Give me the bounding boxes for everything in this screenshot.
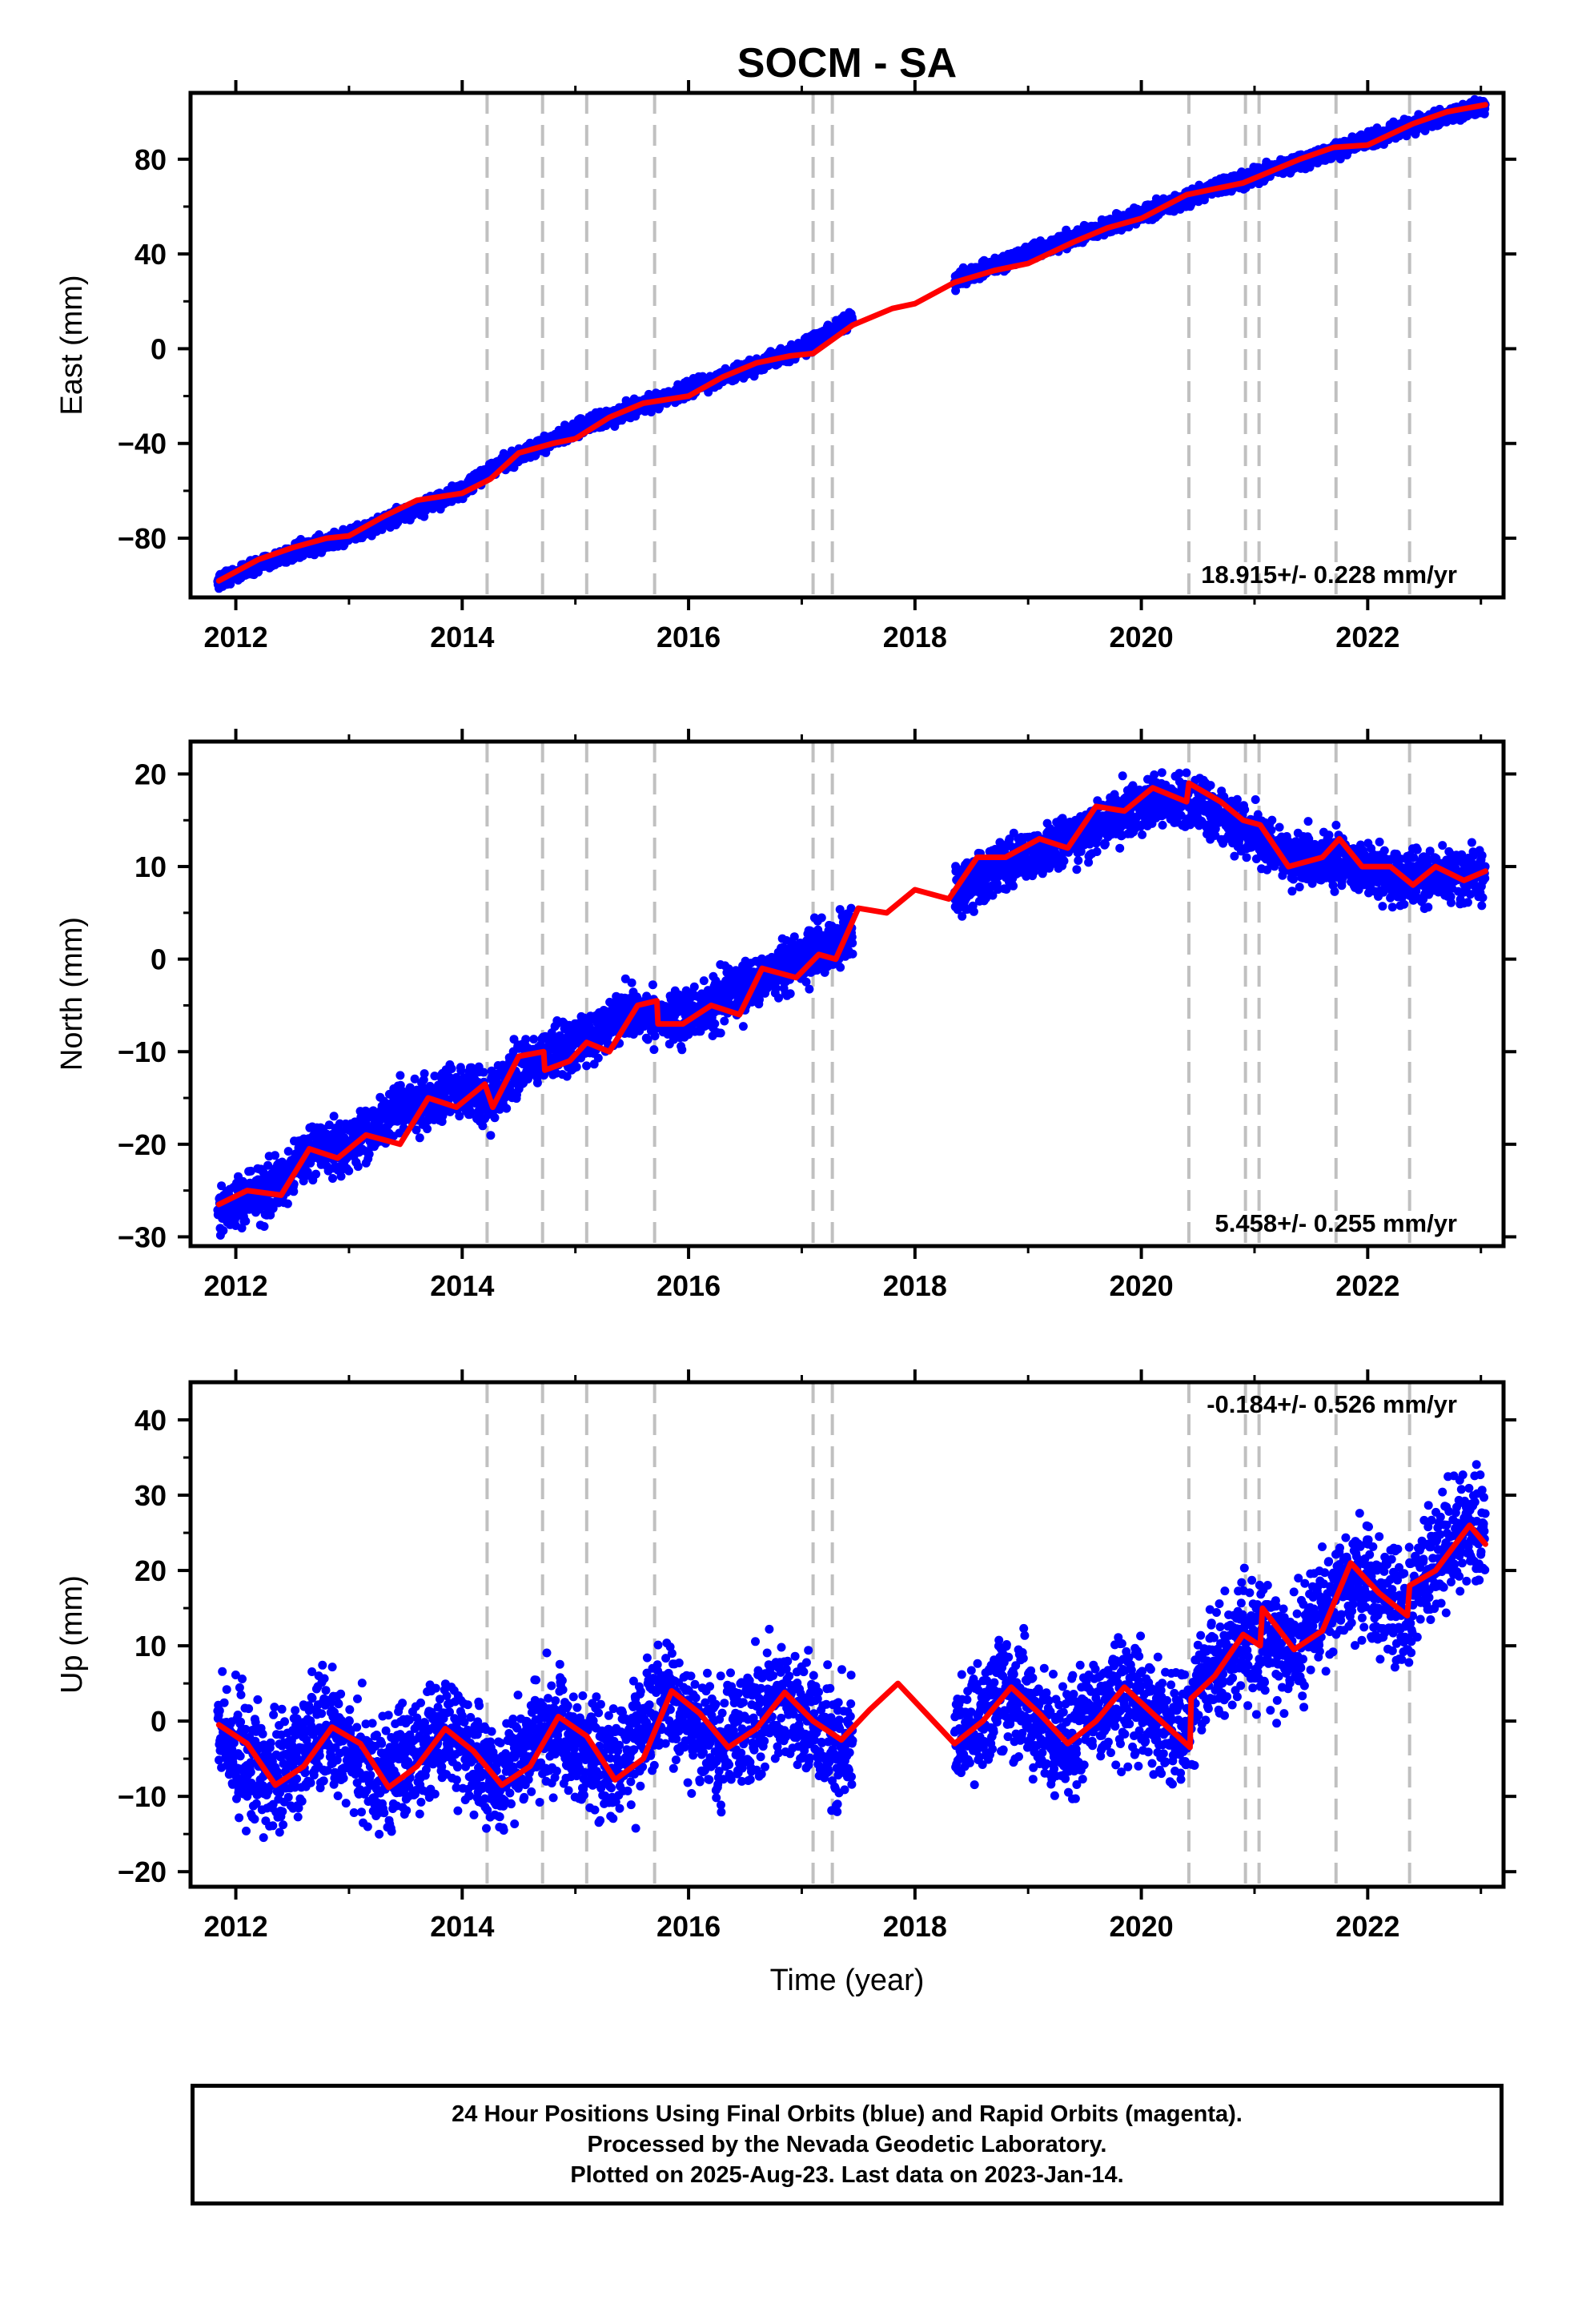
data-point: [311, 1169, 321, 1179]
data-point: [271, 1151, 279, 1160]
data-point: [423, 1124, 432, 1134]
data-point: [364, 1149, 374, 1159]
x-tick-label: 2018: [883, 621, 947, 653]
panel-frame-east: [188, 90, 1506, 600]
y-tick-label: 0: [151, 332, 167, 365]
data-point: [420, 1069, 429, 1079]
data-point: [479, 1068, 488, 1077]
data-point: [328, 1174, 337, 1183]
data-point: [486, 1131, 496, 1140]
data-points-east: [213, 94, 1490, 593]
data-point: [283, 1147, 293, 1156]
data-point: [529, 1035, 539, 1044]
data-point: [344, 1166, 354, 1176]
x-tick-label: 2022: [1335, 621, 1399, 653]
data-point: [263, 1160, 273, 1170]
data-point: [329, 1112, 339, 1121]
data-point: [268, 1204, 278, 1213]
y-tick-label: 40: [135, 238, 167, 271]
y-tick-label: −80: [118, 522, 167, 555]
x-tick-label: 2020: [1110, 621, 1174, 653]
data-point: [353, 1162, 363, 1172]
data-point: [237, 1224, 247, 1232]
y-tick-label: 80: [135, 143, 167, 176]
data-point: [217, 1181, 227, 1191]
data-point: [532, 1078, 542, 1088]
x-tick-label: 2016: [656, 621, 721, 653]
panel-east: −80 −40 0 40 80 2012 2014 2016 2018 2020 2022 East …: [55, 80, 1516, 653]
data-point: [521, 1035, 531, 1044]
data-point: [490, 1113, 500, 1123]
data-point: [502, 1104, 512, 1113]
rate-label-east: 18.915+/- 0.228 mm/yr: [1201, 561, 1457, 589]
data-point: [246, 1166, 255, 1176]
model-line-east: [215, 102, 1488, 584]
data-point: [219, 1226, 228, 1236]
data-point: [415, 1133, 424, 1143]
data-point: [283, 1199, 292, 1208]
chart-svg: −80 −40 0 40 80 2012 2014 2016 2018 2020 2022 East …: [55, 40, 1516, 1997]
y-axis-label-east: East (mm): [55, 275, 89, 415]
data-point: [447, 1064, 456, 1073]
data-point: [241, 1216, 251, 1226]
data-point: [289, 1187, 299, 1196]
data-points-north: [213, 768, 1490, 1240]
data-point: [396, 1071, 405, 1080]
x-tick-label: 2012: [204, 621, 268, 653]
x-tick-label: 2014: [430, 621, 494, 653]
data-point: [259, 1222, 269, 1231]
y-tick-label: −40: [118, 428, 167, 460]
